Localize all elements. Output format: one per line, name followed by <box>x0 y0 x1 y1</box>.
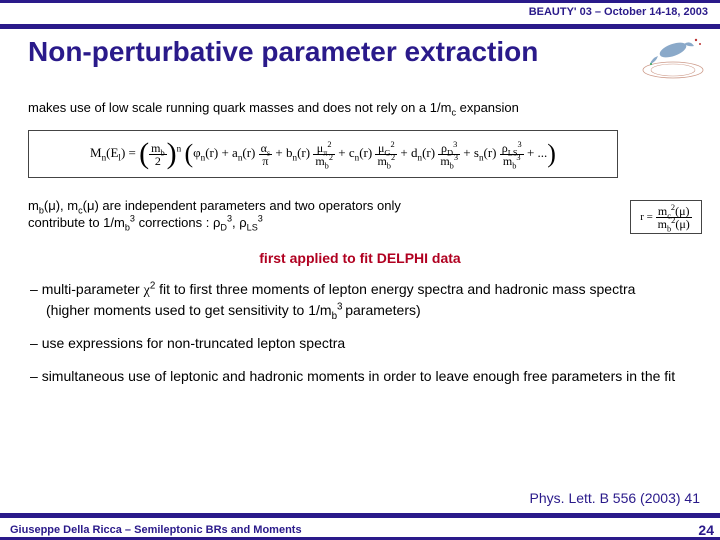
footer-line <box>0 513 720 518</box>
p-2a: contribute to 1/m <box>28 215 125 230</box>
bullet-3: simultaneous use of leptonic and hadroni… <box>30 367 695 386</box>
f-mb4: m <box>440 154 449 168</box>
f-r1: (r) <box>205 145 218 160</box>
f-phi: φ <box>193 145 201 160</box>
f-npow: n <box>177 144 182 154</box>
f-mb3: m <box>377 154 386 168</box>
f-dots: + ... <box>527 145 547 160</box>
f-mb4p: 3 <box>454 153 458 162</box>
f-mbs3: b <box>387 161 391 170</box>
p-mu2: (μ) are independent parameters and two o… <box>83 198 401 213</box>
b1d: parameters) <box>345 302 420 318</box>
f-mb2: m <box>315 154 324 168</box>
f-rls3: 3 <box>518 140 522 149</box>
f-r6: (r) <box>483 145 496 160</box>
slide-title: Non-perturbative parameter extraction <box>28 36 538 68</box>
bullet-2: use expressions for non-truncated lepton… <box>30 334 695 353</box>
ratio-formula: r = mc2(μ) mb2(μ) <box>630 200 702 234</box>
b1c: (higher moments used to get sensitivity … <box>46 302 332 318</box>
f-mb3p: 2 <box>391 153 395 162</box>
r-mc: m <box>658 204 667 218</box>
r-mb: m <box>658 217 667 231</box>
first-applied: first applied to fit DELPHI data <box>0 250 720 266</box>
header-line <box>0 24 720 29</box>
r-mu2: (μ) <box>675 217 689 231</box>
p-2g: , ρ <box>232 215 247 230</box>
b1b: fit to first three moments of lepton ene… <box>155 281 635 297</box>
main-formula: Mn(El) = (mb2)n (φn(r) + an(r) αsπ + bn(… <box>28 130 618 178</box>
bullet-1: multi-parameter χ2 fit to first three mo… <box>30 280 695 320</box>
f-r3: (r) <box>297 145 310 160</box>
top-stripe <box>0 0 720 3</box>
f-mbs1: b <box>160 148 164 157</box>
p-2e: D <box>220 222 227 232</box>
f-mug2: 2 <box>390 140 394 149</box>
b1cb: b <box>332 311 337 322</box>
params-text: mb(μ), mc(μ) are independent parameters … <box>28 198 588 232</box>
f-mb5: m <box>503 154 512 168</box>
footer-author: Giuseppe Della Ricca – Semileptonic BRs … <box>10 524 302 536</box>
f-r5: (r) <box>422 145 435 160</box>
f-mup2: 2 <box>327 140 331 149</box>
page-number: 24 <box>698 522 714 538</box>
intro-tail: expansion <box>456 100 519 115</box>
b1c3: 3 <box>337 301 345 312</box>
p-2d: corrections : ρ <box>135 215 220 230</box>
f-mb2p: 2 <box>329 153 333 162</box>
f-M: M <box>90 145 102 160</box>
f-2a: 2 <box>155 154 161 168</box>
r-mbs: b <box>667 224 671 233</box>
f-mb5p: 3 <box>516 153 520 162</box>
p-m1: m <box>28 198 39 213</box>
f-r4: (r) <box>359 145 372 160</box>
p-2i: 3 <box>258 214 263 224</box>
intro-text: makes use of low scale running quark mas… <box>28 100 688 117</box>
f-r2: (r) <box>242 145 255 160</box>
r-mu1: (μ) <box>675 204 689 218</box>
f-rd3: 3 <box>453 140 457 149</box>
p-2h: LS <box>247 222 258 232</box>
b1a: multi-parameter <box>42 281 144 297</box>
p-mu1: (μ), m <box>44 198 78 213</box>
r-eq: r = <box>640 211 653 223</box>
f-E: (E <box>106 145 118 160</box>
f-mbs2: b <box>325 161 329 170</box>
f-mbs4: b <box>450 161 454 170</box>
header-event: BEAUTY' 03 – October 14-18, 2003 <box>529 6 708 18</box>
f-mbs5: b <box>512 161 516 170</box>
reference: Phys. Lett. B 556 (2003) 41 <box>530 490 700 506</box>
f-l: l <box>118 153 121 163</box>
bullet-list: multi-parameter χ2 fit to first three mo… <box>30 280 695 400</box>
intro-main: makes use of low scale running quark mas… <box>28 100 451 115</box>
delphi-logo-icon <box>638 30 708 82</box>
